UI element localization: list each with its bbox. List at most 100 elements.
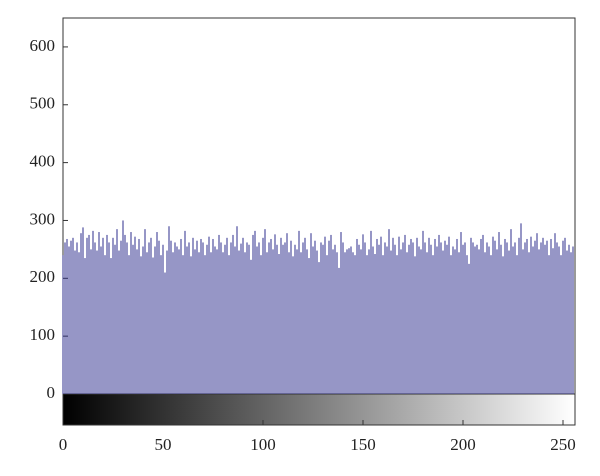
bar — [482, 234, 484, 394]
bar — [350, 246, 352, 394]
bar — [522, 249, 524, 394]
bar — [170, 240, 172, 394]
bar — [72, 237, 74, 394]
bar — [90, 249, 92, 394]
bar — [552, 248, 554, 394]
bar — [126, 242, 128, 394]
bar — [456, 238, 458, 394]
bar — [64, 242, 66, 394]
bar — [410, 238, 412, 394]
bar — [570, 252, 572, 394]
bar — [98, 232, 100, 394]
bar — [132, 244, 134, 394]
bar — [452, 246, 454, 394]
bar — [556, 242, 558, 394]
bar — [448, 236, 450, 394]
bar — [268, 242, 270, 394]
bar — [412, 242, 414, 394]
bar — [104, 255, 106, 394]
bar — [352, 252, 354, 394]
bar — [390, 250, 392, 394]
bar — [368, 249, 370, 394]
bar — [422, 230, 424, 394]
bar — [468, 263, 470, 394]
y-tick-label: 300 — [30, 209, 56, 228]
bar — [560, 255, 562, 394]
bar — [488, 246, 490, 394]
bar — [538, 249, 540, 394]
bar — [370, 230, 372, 394]
bar — [226, 237, 228, 394]
bar — [128, 255, 130, 394]
bar — [554, 233, 556, 394]
bar — [124, 234, 126, 394]
bar — [166, 250, 168, 394]
bar — [296, 249, 298, 394]
bar — [492, 236, 494, 394]
bar — [204, 255, 206, 394]
bar — [382, 255, 384, 394]
bar — [440, 242, 442, 394]
bar — [426, 252, 428, 394]
bar — [462, 244, 464, 394]
bar — [230, 242, 232, 394]
bar — [100, 246, 102, 394]
bar — [396, 255, 398, 394]
bar — [198, 252, 200, 394]
bar — [202, 242, 204, 394]
bar — [74, 250, 76, 394]
bar — [238, 250, 240, 394]
bar — [318, 262, 320, 394]
bar — [332, 249, 334, 394]
bar — [294, 244, 296, 394]
bar — [394, 244, 396, 394]
bar — [94, 242, 96, 394]
bar — [270, 238, 272, 394]
bar — [546, 240, 548, 394]
bar — [212, 238, 214, 394]
bar — [308, 258, 310, 394]
gray-scale-bar — [62, 393, 576, 426]
bar — [474, 246, 476, 394]
y-tick-label: 0 — [47, 383, 56, 402]
x-tick-label: 50 — [155, 435, 172, 454]
bar — [326, 255, 328, 394]
bar — [432, 255, 434, 394]
bar — [450, 255, 452, 394]
bar — [512, 246, 514, 394]
bar — [340, 232, 342, 394]
bar — [376, 238, 378, 394]
bar — [118, 250, 120, 394]
bar — [108, 242, 110, 394]
bar — [200, 238, 202, 394]
bar — [518, 237, 520, 394]
bar — [486, 242, 488, 394]
bar — [408, 244, 410, 394]
bar — [220, 242, 222, 394]
bar — [530, 236, 532, 394]
bar — [146, 252, 148, 394]
bar — [172, 252, 174, 394]
bar — [510, 229, 512, 394]
bar — [134, 236, 136, 394]
bar — [206, 244, 208, 394]
bar — [240, 243, 242, 394]
bar — [418, 246, 420, 394]
bar — [330, 234, 332, 394]
bar — [182, 255, 184, 394]
bar — [460, 232, 462, 394]
bar — [88, 234, 90, 394]
bar — [364, 242, 366, 394]
bar — [472, 242, 474, 394]
bar — [494, 240, 496, 394]
bar — [416, 237, 418, 394]
bar — [86, 237, 88, 394]
bar — [142, 246, 144, 394]
bar — [242, 237, 244, 394]
bar — [66, 238, 68, 394]
bar — [372, 246, 374, 394]
bar — [534, 240, 536, 394]
bar — [362, 234, 364, 394]
bar — [218, 234, 220, 394]
